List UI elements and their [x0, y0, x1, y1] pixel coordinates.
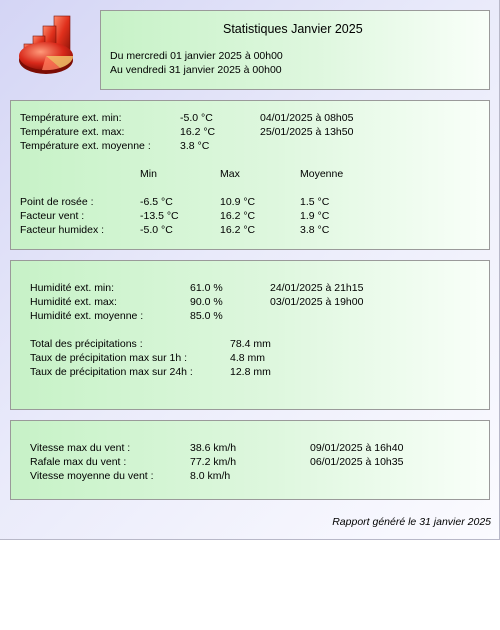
humidity-max-value: 90.0 %	[190, 296, 223, 308]
wind-max-date: 09/01/2025 à 16h40	[310, 442, 404, 454]
dewpoint-label: Point de rosée :	[20, 196, 94, 208]
temp-min-value: -5.0 °C	[180, 112, 213, 124]
dewpoint-min: -6.5 °C	[140, 196, 173, 208]
col-header-min: Min	[140, 168, 157, 180]
temp-max-date: 25/01/2025 à 13h50	[260, 126, 354, 138]
temp-min-date: 04/01/2025 à 08h05	[260, 112, 354, 124]
windchill-min: -13.5 °C	[140, 210, 179, 222]
humidity-max-label: Humidité ext. max:	[30, 296, 117, 308]
precip-total-value: 78.4 mm	[230, 338, 271, 350]
wind-avg-label: Vitesse moyenne du vent :	[30, 470, 154, 482]
period-end: Au vendredi 31 janvier 2025 à 00h00	[110, 64, 282, 76]
temp-max-label: Température ext. max:	[20, 126, 125, 138]
wind-max-value: 38.6 km/h	[190, 442, 237, 454]
humidity-avg-value: 85.0 %	[190, 310, 223, 322]
humidity-min-date: 24/01/2025 à 21h15	[270, 282, 364, 294]
humidex-min: -5.0 °C	[140, 224, 173, 236]
windchill-label: Facteur vent :	[20, 210, 85, 222]
temp-avg-value: 3.8 °C	[180, 140, 210, 152]
humidity-panel: Humidité ext. min: 61.0 % 24/01/2025 à 2…	[10, 260, 490, 410]
wind-panel: Vitesse max du vent : 38.6 km/h 09/01/20…	[10, 420, 490, 500]
temp-max-value: 16.2 °C	[180, 126, 216, 138]
precip-rate-1h-value: 4.8 mm	[230, 352, 266, 364]
humidity-min-label: Humidité ext. min:	[30, 282, 115, 294]
windchill-avg: 1.9 °C	[300, 210, 330, 222]
temp-avg-label: Température ext. moyenne :	[20, 140, 151, 152]
report-footer: Rapport généré le 31 janvier 2025	[332, 516, 491, 528]
temperature-panel: Température ext. min: -5.0 °C 04/01/2025…	[10, 100, 490, 250]
wind-gust-value: 77.2 km/h	[190, 456, 237, 468]
humidity-min-value: 61.0 %	[190, 282, 223, 294]
windchill-max: 16.2 °C	[220, 210, 256, 222]
humidex-label: Facteur humidex :	[20, 224, 105, 236]
precip-total-label: Total des précipitations :	[30, 338, 143, 350]
header-panel: Statistiques Janvier 2025 Du mercredi 01…	[100, 10, 490, 90]
stats-chart-icon	[19, 15, 74, 74]
humidex-avg: 3.8 °C	[300, 224, 330, 236]
wind-gust-date: 06/01/2025 à 10h35	[310, 456, 404, 468]
period-start: Du mercredi 01 janvier 2025 à 00h00	[110, 50, 283, 62]
wind-avg-value: 8.0 km/h	[190, 470, 231, 482]
dewpoint-avg: 1.5 °C	[300, 196, 330, 208]
humidity-max-date: 03/01/2025 à 19h00	[270, 296, 364, 308]
precip-rate-1h-label: Taux de précipitation max sur 1h :	[30, 352, 187, 364]
precip-rate-24h-label: Taux de précipitation max sur 24h :	[30, 366, 193, 378]
wind-gust-label: Rafale max du vent :	[30, 456, 127, 468]
col-header-max: Max	[220, 168, 240, 180]
humidity-avg-label: Humidité ext. moyenne :	[30, 310, 144, 322]
col-header-avg: Moyenne	[300, 168, 344, 180]
temp-min-label: Température ext. min:	[20, 112, 122, 124]
report-page: Statistiques Janvier 2025 Du mercredi 01…	[0, 0, 500, 540]
report-title: Statistiques Janvier 2025	[223, 22, 363, 36]
dewpoint-max: 10.9 °C	[220, 196, 256, 208]
precip-rate-24h-value: 12.8 mm	[230, 366, 271, 378]
humidex-max: 16.2 °C	[220, 224, 256, 236]
wind-max-label: Vitesse max du vent :	[30, 442, 131, 454]
